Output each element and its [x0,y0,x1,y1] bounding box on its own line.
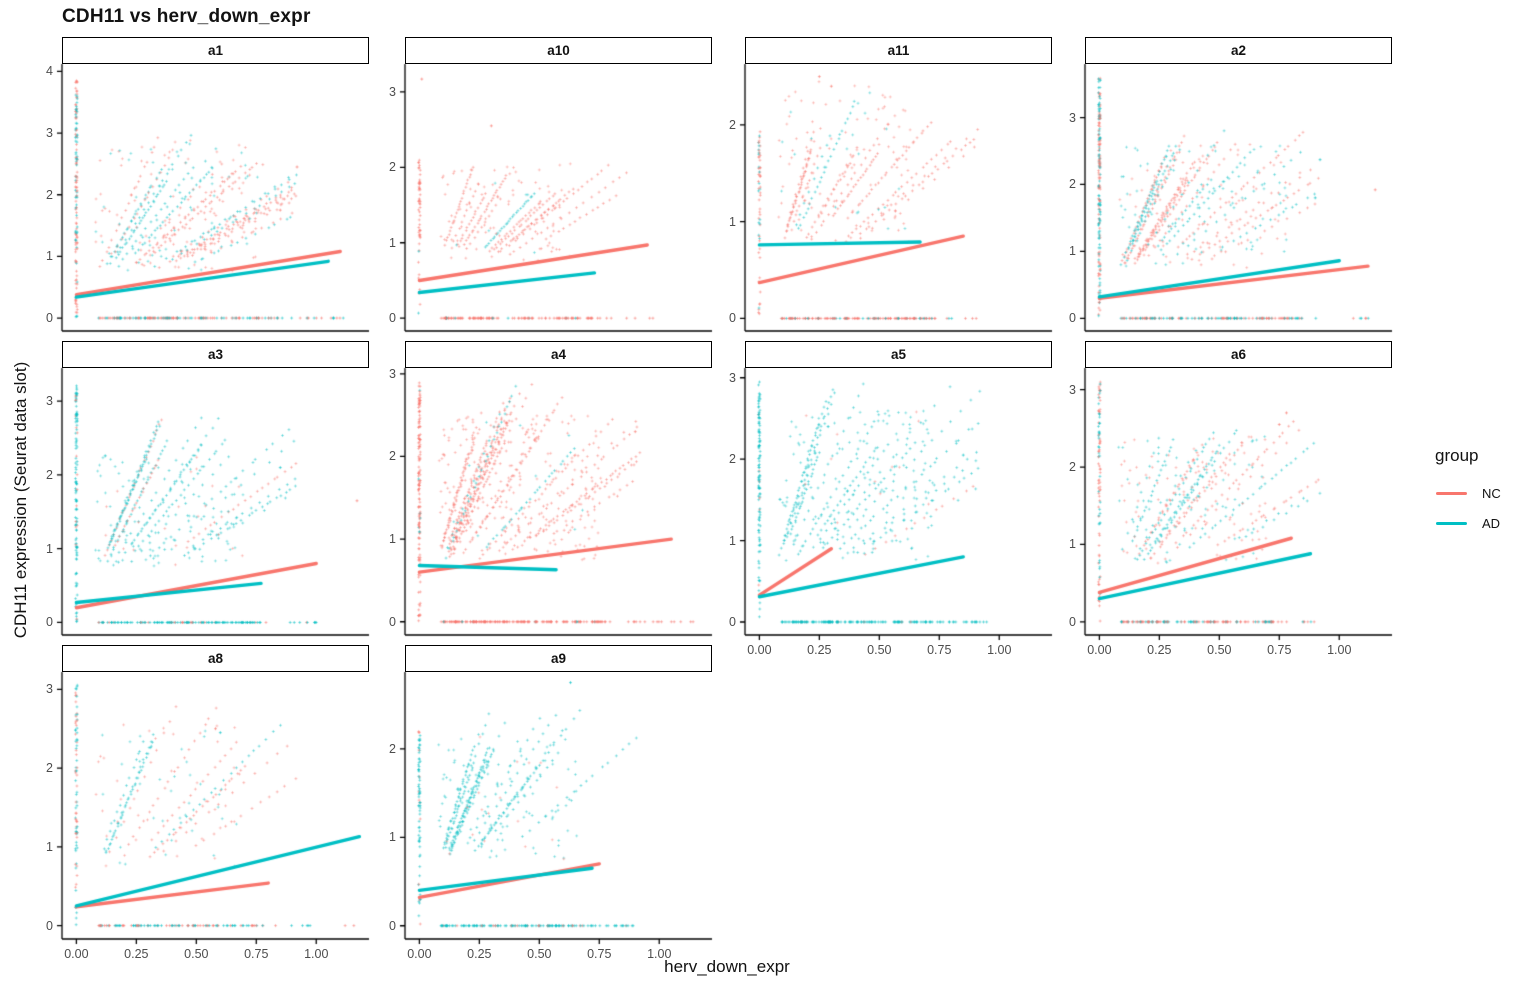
y-tick-label: 0 [46,311,53,326]
facet-strip-label: a10 [547,43,570,58]
facet-strip-label: a6 [1230,347,1247,362]
y-tick-label: 2 [46,467,53,482]
x-tick-label: 1.00 [987,643,1012,657]
y-tick-label: 0 [1069,614,1076,629]
x-tick-label: 1.00 [1327,643,1352,657]
x-tick-label: 0.75 [587,947,612,961]
y-tick-label: 4 [46,64,53,79]
y-tick-label: 1 [46,839,53,854]
y-tick-label: 3 [729,370,736,385]
y-tick-label: 3 [46,394,53,409]
y-tick-label: 2 [1069,460,1076,475]
x-tick-label: 0.00 [407,947,432,961]
y-tick-label: 2 [46,761,53,776]
facet-panel-a8 [50,666,381,953]
x-tick-label: 0.00 [1087,643,1112,657]
y-tick-label: 2 [729,117,736,132]
facet-strip-label: a11 [887,43,910,58]
y-tick-label: 0 [729,311,736,326]
facet-strip-label: a3 [207,347,224,362]
facet-panel-a6 [1073,362,1404,649]
y-tick-label: 0 [389,918,396,933]
facet-panel-a2 [1073,58,1404,345]
legend-item-label: NC [1482,485,1501,501]
plot-title: CDH11 vs herv_down_expr [62,6,311,27]
y-tick-label: 0 [46,615,53,630]
y-tick-label: 1 [1069,244,1076,259]
y-tick-label: 1 [389,235,396,250]
x-tick-label: 1.00 [647,947,672,961]
x-tick-label: 0.50 [184,947,209,961]
nc-line-key-icon [1436,491,1467,495]
facet-strip-label: a8 [207,651,224,666]
x-tick-label: 1.00 [304,947,329,961]
x-tick-label: 0.25 [807,643,832,657]
facet-panel-a10 [393,58,724,345]
y-tick-label: 3 [1069,382,1076,397]
y-tick-label: 1 [46,249,53,264]
y-tick-label: 0 [46,918,53,933]
facet-panel-a9 [393,666,724,953]
facet-strip-label: a5 [890,347,907,362]
x-tick-label: 0.25 [124,947,149,961]
y-tick-label: 2 [389,741,396,756]
y-tick-label: 0 [389,311,396,326]
y-tick-label: 2 [46,187,53,202]
x-tick-label: 0.50 [867,643,892,657]
legend-item-ad: AD [1428,508,1519,538]
facet-panel-a3 [50,362,381,649]
y-tick-label: 3 [46,126,53,141]
y-tick-label: 1 [389,532,396,547]
ad-line-key-icon [1436,521,1467,525]
x-tick-label: 0.25 [1147,643,1172,657]
y-tick-label: 2 [1069,177,1076,192]
y-tick-label: 1 [46,541,53,556]
y-tick-label: 0 [389,614,396,629]
x-tick-label: 0.50 [1207,643,1232,657]
x-tick-label: 0.75 [244,947,269,961]
facet-strip-label: a1 [207,43,224,58]
facet-panel-a11 [733,58,1064,345]
legend-item-label: AD [1482,515,1501,531]
y-tick-label: 3 [389,84,396,99]
y-tick-label: 2 [389,160,396,175]
x-axis-title: herv_down_expr [664,957,790,976]
x-tick-label: 0.00 [747,643,772,657]
facet-panel-a5 [733,362,1064,649]
x-tick-label: 0.25 [467,947,492,961]
legend-title: group [1435,446,1479,465]
y-tick-label: 3 [389,366,396,381]
facet-strip-label: a9 [550,651,567,666]
y-tick-label: 2 [729,452,736,467]
y-tick-label: 3 [1069,110,1076,125]
y-tick-label: 1 [389,830,396,845]
y-tick-label: 1 [1069,537,1076,552]
facet-panel-a4 [393,362,724,649]
y-tick-label: 2 [389,449,396,464]
x-tick-label: 0.50 [527,947,552,961]
x-tick-label: 0.75 [927,643,952,657]
legend: group NC AD [1428,446,1519,538]
y-tick-label: 1 [729,533,736,548]
x-tick-label: 0.75 [1267,643,1292,657]
y-tick-label: 0 [729,614,736,629]
legend-item-nc: NC [1428,478,1519,508]
x-tick-label: 0.00 [64,947,89,961]
facet-strip-label: a2 [1230,43,1247,58]
facet-strip-label: a4 [550,347,567,362]
y-tick-label: 1 [729,214,736,229]
facet-panel-a1 [50,58,381,345]
y-tick-label: 3 [46,682,53,697]
y-tick-label: 0 [1069,311,1076,326]
